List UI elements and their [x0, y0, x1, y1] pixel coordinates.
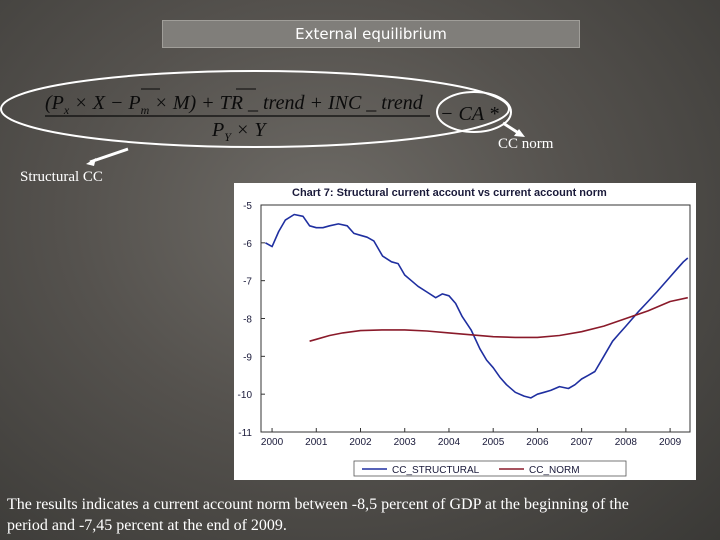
formula-ellipse-small: [436, 91, 512, 133]
label-structural-cc: Structural CC: [20, 169, 103, 185]
arrowhead-structural-cc: [86, 158, 96, 166]
x-tick-label: 2002: [349, 437, 372, 448]
x-tick-label: 2008: [615, 437, 638, 448]
line-chart: Chart 7: Structural current account vs c…: [238, 187, 691, 477]
x-tick-label: 2000: [261, 437, 284, 448]
series-line-cc-structural: [265, 213, 689, 399]
y-tick-label: -11: [238, 428, 252, 439]
formula-numerator: (Px × X − Pm × M) + TR _ trend + INC _ t…: [45, 92, 424, 117]
x-tick-label: 2007: [571, 437, 594, 448]
x-tick-label: 2006: [526, 437, 549, 448]
legend-label: CC_STRUCTURAL: [392, 465, 480, 476]
y-tick-label: -10: [238, 390, 253, 401]
arrow-structural-cc: [89, 147, 129, 164]
x-tick-label: 2001: [305, 437, 328, 448]
y-tick-label: -6: [243, 239, 252, 250]
y-tick-label: -7: [243, 277, 252, 288]
x-tick-label: 2003: [394, 437, 417, 448]
formula-denominator: PY × Y: [211, 119, 267, 144]
x-tick-label: 2009: [659, 437, 682, 448]
formula: (Px × X − Pm × M) + TR _ trend + INC _ t…: [0, 70, 525, 166]
y-tick-label: -5: [243, 201, 252, 212]
x-tick-label: 2004: [438, 437, 461, 448]
chart-title: Chart 7: Structural current account vs c…: [292, 187, 607, 199]
legend-box: [353, 460, 627, 477]
x-tick-label: 2005: [482, 437, 505, 448]
chart-panel: Chart 7: Structural current account vs c…: [234, 183, 696, 480]
legend-label: CC_NORM: [529, 465, 580, 476]
slide-title: External equilibrium: [162, 20, 580, 48]
arrowhead-cc-norm: [514, 129, 525, 137]
footer-text: The results indicates a current account …: [7, 496, 629, 534]
y-tick-label: -8: [243, 315, 252, 326]
formula-ellipse-large: [0, 70, 510, 148]
label-cc-norm: CC norm: [498, 136, 554, 152]
y-tick-label: -9: [243, 352, 252, 363]
series-line-cc-norm: [309, 296, 688, 342]
formula-ca-star: − CA *: [440, 103, 499, 125]
